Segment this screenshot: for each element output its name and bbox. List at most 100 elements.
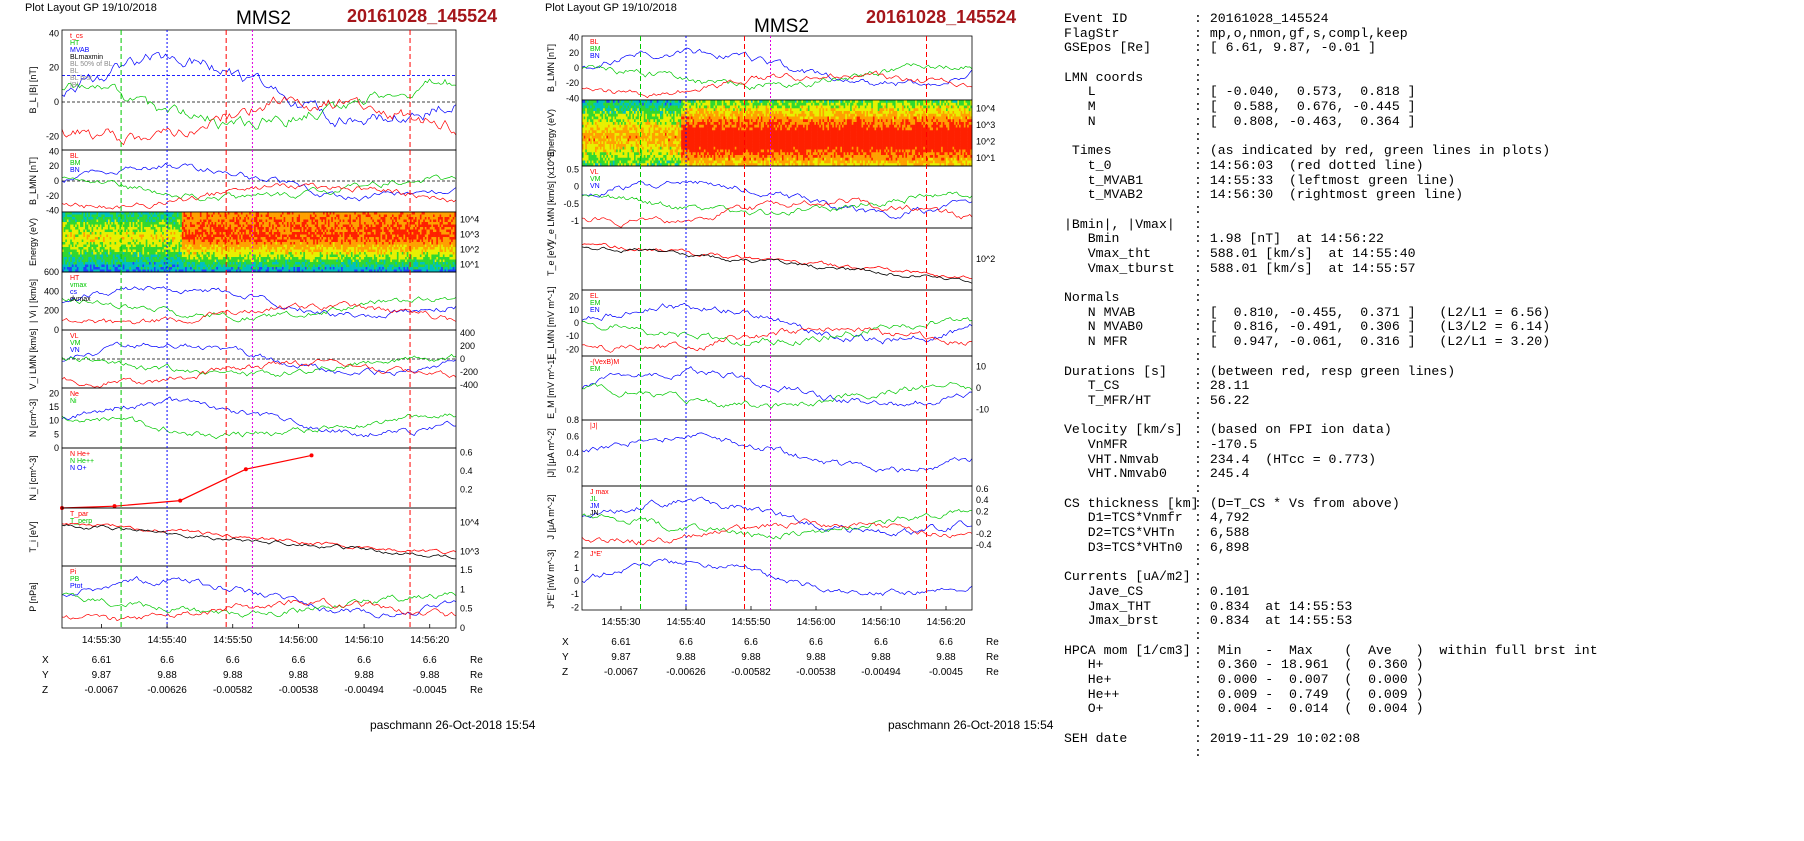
spectrogram-cell <box>126 252 128 255</box>
spectrogram-cell <box>263 229 266 233</box>
spectrogram-cell <box>147 257 150 260</box>
spectrogram-cell <box>129 252 132 255</box>
spectrogram-cell <box>157 262 160 265</box>
spectrogram-cell <box>101 214 104 218</box>
spectrogram-cell <box>165 242 168 245</box>
spectrogram-cell <box>70 257 73 260</box>
spectrogram-cell <box>119 212 122 215</box>
spectrogram-cell <box>355 259 358 263</box>
spectrogram-cell <box>275 249 278 253</box>
spectrogram-cell <box>339 262 342 265</box>
spectrogram-cell <box>86 212 89 215</box>
spectrogram-cell <box>88 269 91 273</box>
spectrogram-cell <box>259 259 261 263</box>
spectrogram-cell <box>334 214 337 218</box>
spectrogram-cell <box>68 234 71 238</box>
spectrogram-cell <box>346 219 348 223</box>
spectrogram-cell <box>390 232 393 235</box>
spectrogram-cell <box>293 262 296 265</box>
spectrogram-cell <box>178 269 181 273</box>
spectrogram-cell <box>278 269 281 273</box>
spectrogram-cell <box>208 217 211 220</box>
spectrogram-cell <box>198 214 201 218</box>
spectrogram-cell <box>357 267 360 270</box>
spectrogram-cell <box>112 224 115 228</box>
spectrogram-cell <box>75 224 78 228</box>
spectrogram-cell <box>385 214 388 218</box>
spectrogram-cell <box>286 269 289 273</box>
spectrogram-cell <box>382 234 385 238</box>
spectrogram-cell <box>244 212 247 215</box>
spectrogram-cell <box>144 234 147 238</box>
spectrogram-cell <box>173 254 176 258</box>
spectrogram-cell <box>222 224 225 228</box>
spectrogram-cell <box>290 244 293 248</box>
spectrogram-cell <box>242 244 245 248</box>
spectrogram-cell <box>349 222 352 225</box>
spectrogram-cell <box>255 264 258 268</box>
spectrogram-cell <box>308 227 311 230</box>
spectrogram-cell <box>129 249 132 253</box>
spectrogram-cell <box>278 212 281 215</box>
spectrogram-cell <box>167 227 170 230</box>
spectrogram-cell <box>86 217 89 220</box>
spectrogram-cell <box>324 214 327 218</box>
spectrogram-cell <box>290 234 293 238</box>
spectrogram-cell <box>288 224 291 228</box>
spectrogram-cell <box>362 247 365 250</box>
spectrogram-cell <box>277 222 279 225</box>
spectrogram-cell <box>244 219 247 223</box>
spectrogram-cell <box>142 234 145 238</box>
spectrogram-cell <box>119 267 122 270</box>
spectrogram-cell <box>391 234 394 238</box>
spectrogram-cell <box>391 244 394 248</box>
spectrogram-cell <box>260 212 263 215</box>
spectrogram-cell <box>387 224 389 228</box>
spectrogram-cell <box>194 242 197 245</box>
spectrogram-cell <box>217 252 220 255</box>
spectrogram-cell <box>303 227 306 230</box>
spectrogram-cell <box>171 219 174 223</box>
spectrogram-cell <box>140 252 143 255</box>
spectrogram-cell <box>149 224 151 228</box>
spectrogram-cell <box>341 232 344 235</box>
spectrogram-cell <box>221 227 224 230</box>
spectrogram-cell <box>227 219 230 223</box>
spectrogram-cell <box>293 267 296 270</box>
spectrogram-cell <box>357 234 360 238</box>
spectrogram-cell <box>139 232 142 235</box>
spectrogram-cell <box>158 217 161 220</box>
spectrogram-cell <box>65 259 68 263</box>
spectrogram-cell <box>370 262 373 265</box>
spectrogram-cell <box>211 269 214 273</box>
spectrogram-cell <box>372 252 375 255</box>
spectrogram-cell <box>160 244 163 248</box>
spectrogram-cell <box>152 222 155 225</box>
spectrogram-cell <box>83 269 86 273</box>
spectrogram-cell <box>203 259 206 263</box>
spectrogram-cell <box>193 214 196 218</box>
spectrogram-cell <box>226 269 229 273</box>
spectrogram-cell <box>158 227 161 230</box>
spectrogram-cell <box>303 242 306 245</box>
spectrogram-cell <box>308 242 311 245</box>
spectrogram-cell <box>221 219 224 223</box>
spectrogram-cell <box>144 264 147 268</box>
spectrogram-cell <box>137 239 140 243</box>
spectrogram-cell <box>121 222 124 225</box>
spectrogram-cell <box>368 222 371 225</box>
spectrogram-cell <box>398 229 401 233</box>
spectrogram-cell <box>342 237 345 240</box>
spectrogram-cell <box>147 249 150 253</box>
spectrogram-cell <box>104 242 107 245</box>
spectrogram-cell <box>365 227 368 230</box>
spectrogram-cell <box>80 224 82 228</box>
spectrogram-cell <box>309 219 312 223</box>
spectrogram-cell <box>364 262 367 265</box>
spectrogram-cell <box>211 259 214 263</box>
spectrogram-cell <box>68 212 71 215</box>
spectrogram-cell <box>277 264 279 268</box>
spectrogram-cell <box>183 237 186 240</box>
spectrogram-cell <box>277 267 279 270</box>
spectrogram-cell <box>209 267 212 270</box>
